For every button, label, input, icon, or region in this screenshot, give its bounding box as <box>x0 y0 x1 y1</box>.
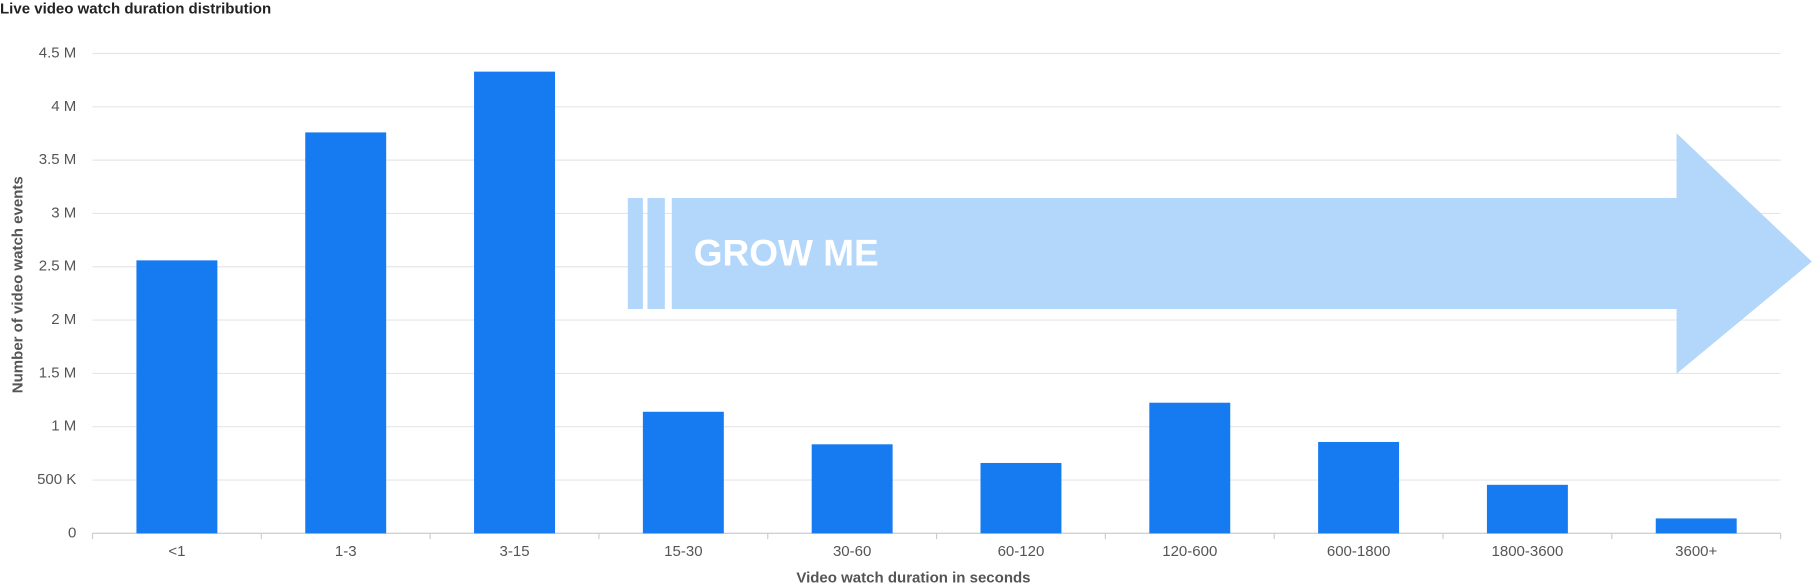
y-tick-label: 500 K <box>37 471 76 488</box>
x-tick-label: 60-120 <box>998 543 1045 560</box>
x-axis-title: Video watch duration in seconds <box>796 569 1030 586</box>
bar <box>1318 441 1400 534</box>
y-tick-label: 4 M <box>51 98 76 115</box>
y-tick-label: 3 M <box>51 204 76 221</box>
y-tick-label: 2 M <box>51 311 76 328</box>
y-tick-label: 0 <box>68 524 76 541</box>
bar <box>136 260 218 534</box>
bar <box>1655 518 1737 534</box>
y-tick-label: 2.5 M <box>39 258 77 275</box>
x-tick-label: <1 <box>168 543 185 560</box>
y-tick-label: 4.5 M <box>39 44 77 61</box>
x-tick-label: 3600+ <box>1675 543 1717 560</box>
y-tick-label: 3.5 M <box>39 151 77 168</box>
chart-title: Live video watch duration distribution <box>0 1 271 18</box>
arrow-stripe <box>647 198 665 310</box>
grow-arrow: GROW ME <box>627 133 1812 374</box>
x-tick-label: 1-3 <box>335 543 357 560</box>
bar <box>811 444 893 534</box>
bar <box>1486 484 1568 534</box>
y-tick-label: 1 M <box>51 418 76 435</box>
x-tick-label: 15-30 <box>664 543 702 560</box>
arrow-stripe <box>627 198 643 310</box>
x-tick-label: 1800-3600 <box>1492 543 1564 560</box>
bar <box>305 132 387 534</box>
x-tick-label: 600-1800 <box>1327 543 1390 560</box>
bar <box>1149 402 1231 534</box>
y-axis-title: Number of video watch events <box>9 176 26 393</box>
x-tick-label: 3-15 <box>500 543 530 560</box>
bar <box>642 411 724 534</box>
x-tick-label: 30-60 <box>833 543 871 560</box>
annotation: GROW ME <box>694 233 879 274</box>
bar <box>474 71 555 534</box>
bar <box>980 462 1062 534</box>
arrow-body <box>671 133 1812 374</box>
bars <box>136 71 1737 534</box>
x-tick-label: 120-600 <box>1162 543 1217 560</box>
y-tick-label: 1.5 M <box>39 364 77 381</box>
